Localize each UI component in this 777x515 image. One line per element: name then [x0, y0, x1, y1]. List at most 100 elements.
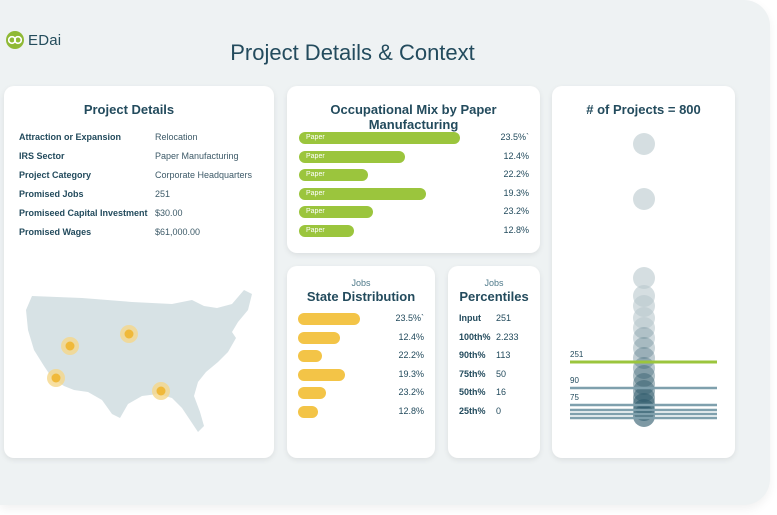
percentile-key: 25th% [459, 405, 486, 416]
percentile-row: 90th% 113 [459, 350, 534, 360]
projects-title: # of Projects = 800 [586, 102, 701, 117]
occupational-mix-title: Occupational Mix by Paper Manufacturing [330, 102, 497, 132]
project-dot [633, 317, 655, 339]
detail-key: Promised Wages [19, 227, 92, 237]
detail-value: $30.00 [155, 208, 183, 218]
dashboard-canvas: EDai Project Details & Context Project D… [0, 0, 770, 505]
occupation-row[interactable]: Paper 12.4% [299, 150, 529, 163]
occupation-row[interactable]: Paper 23.5%` [299, 132, 529, 144]
percentile-row: Input 251 [459, 313, 534, 323]
detail-row: Promised Wages $61,000.00 [19, 227, 200, 237]
projects-card: # of Projects = 800 251 90 75 [552, 86, 735, 458]
map-marker-icon[interactable] [120, 325, 138, 343]
state-row[interactable]: 22.2% [298, 350, 424, 362]
occupation-percent: 23.5%` [500, 132, 529, 142]
detail-key: Attraction or Expansion [19, 132, 122, 142]
occupation-row[interactable]: Paper 12.8% [299, 224, 529, 237]
state-bar [298, 405, 319, 418]
state-bar [298, 313, 360, 325]
occupation-bar: Paper [299, 150, 405, 163]
percentile-row: 100th% 2.233 [459, 332, 534, 342]
page-title: Project Details & Context [230, 40, 475, 65]
occupational-mix-card: Occupational Mix by Paper Manufacturing … [287, 86, 540, 253]
occupation-bar: Paper [299, 206, 373, 218]
project-details-card: Project Details Attraction or Expansion R… [4, 86, 274, 458]
state-distribution-card: Jobs State Distribution 23.5%` 12.4% 22.2%… [287, 266, 435, 458]
project-dot [633, 365, 655, 387]
project-dot [633, 327, 655, 349]
percentile-row: 75th% 50 [459, 369, 534, 379]
us-map[interactable] [22, 286, 254, 436]
state-bar [298, 387, 326, 399]
detail-value: Corporate Headquarters [155, 170, 253, 180]
projects-threshold-label: 90 [570, 376, 579, 385]
percentile-row: 50th% 16 [459, 387, 534, 397]
occupation-row[interactable]: Paper 23.2% [299, 206, 529, 218]
projects-threshold-label: 75 [570, 393, 579, 402]
percentile-key: 50th% [459, 387, 486, 397]
state-row[interactable]: 12.8% [298, 405, 424, 418]
occupation-bar: Paper [299, 132, 460, 144]
state-row[interactable]: 23.5%` [298, 313, 424, 325]
detail-row: Promised Jobs 251 [19, 189, 170, 199]
occupation-row[interactable]: Paper 22.2% [299, 169, 529, 181]
detail-value: $61,000.00 [155, 227, 201, 237]
occupation-percent: 23.2% [503, 206, 529, 216]
detail-row: Promiseed Capital Investment $30.00 [19, 208, 183, 218]
state-percent: 19.3% [398, 368, 424, 379]
percentile-value: 251 [496, 313, 512, 323]
occupation-bar: Paper [299, 169, 368, 181]
project-dot [633, 267, 655, 289]
percentiles-subtitle: Jobs [484, 278, 504, 288]
state-distribution-subtitle: Jobs [351, 278, 371, 288]
map-marker-icon[interactable] [152, 382, 170, 400]
state-row[interactable]: 19.3% [298, 368, 424, 381]
detail-row: Attraction or Expansion Relocation [19, 132, 198, 142]
state-row[interactable]: 12.4% [298, 331, 424, 344]
state-percent: 23.2% [398, 387, 424, 397]
detail-key: Promised Jobs [19, 189, 84, 199]
occupation-percent: 19.3% [503, 187, 529, 198]
occupation-percent: 22.2% [503, 169, 529, 179]
occupation-percent: 12.8% [503, 224, 529, 235]
state-percent: 12.8% [398, 405, 424, 416]
map-marker-icon[interactable] [47, 369, 65, 387]
project-dot [633, 133, 655, 155]
edai-logo-icon [6, 31, 24, 49]
percentile-value: 16 [496, 387, 507, 397]
brand-logo[interactable]: EDai [6, 31, 61, 49]
detail-key: IRS Sector [19, 151, 65, 161]
detail-row: Project Category Corporate Headquarters [19, 170, 252, 180]
state-row[interactable]: 23.2% [298, 387, 424, 399]
projects-distribution[interactable]: 251 90 75 [552, 86, 735, 458]
percentile-key: 100th% [459, 331, 491, 342]
state-bar [298, 368, 345, 381]
percentile-row: 25th% 0 [459, 406, 534, 416]
percentiles-card: Jobs Percentiles Input 251 100th% 2.233 90th… [448, 266, 540, 458]
project-dot [633, 405, 655, 427]
detail-key: Project Category [19, 170, 92, 180]
project-details-title: Project Details [83, 102, 175, 117]
percentile-key: Input [459, 313, 481, 323]
detail-value: 251 [155, 189, 171, 199]
detail-row: IRS Sector Paper Manufacturing [19, 151, 239, 161]
detail-key: Promiseed Capital Investment [19, 208, 148, 218]
occupation-row[interactable]: Paper 19.3% [299, 187, 529, 200]
percentile-key: 75th% [459, 368, 486, 379]
occupation-bar: Paper [299, 224, 355, 237]
detail-value: Paper Manufacturing [155, 151, 239, 161]
state-percent: 12.4% [398, 331, 424, 342]
map-marker-icon[interactable] [61, 337, 79, 355]
projects-threshold-label: 251 [570, 350, 584, 359]
project-dot [633, 188, 655, 210]
us-map-shape [26, 290, 252, 432]
percentile-value: 0 [496, 405, 502, 416]
percentile-value: 113 [496, 350, 511, 360]
detail-value: Relocation [155, 132, 198, 142]
percentiles-title: Percentiles [459, 289, 529, 304]
percentile-value: 2.233 [496, 331, 519, 342]
state-percent: 22.2% [398, 350, 424, 360]
brand-name: EDai [28, 31, 62, 49]
state-bar [298, 331, 340, 344]
occupation-percent: 12.4% [503, 150, 529, 161]
